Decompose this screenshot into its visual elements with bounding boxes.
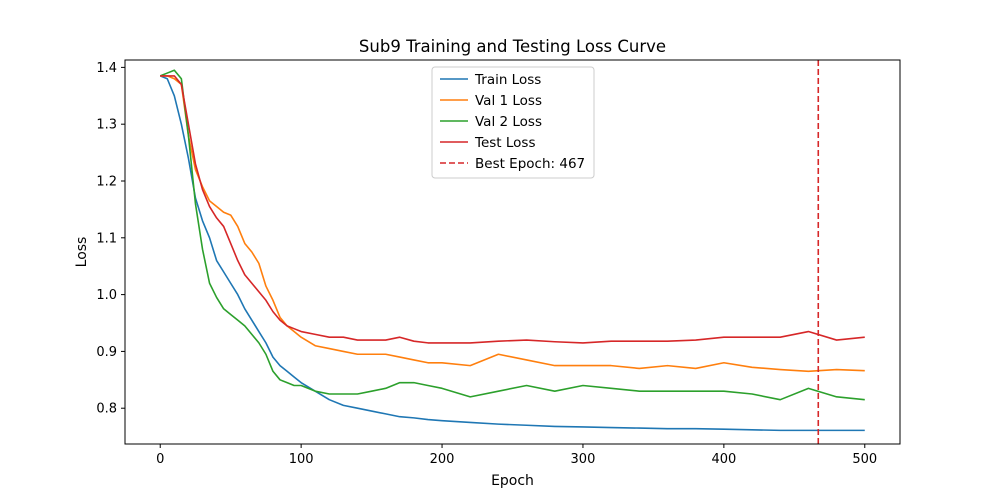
legend-label: Best Epoch: 467 [475,156,585,172]
legend-label: Val 2 Loss [475,114,542,130]
chart-title: Sub9 Training and Testing Loss Curve [359,37,666,56]
x-axis-label: Epoch [491,473,534,489]
legend: Train Loss Val 1 Loss Val 2 Loss Test Loss B… [431,66,595,179]
series-line-test-loss [160,75,865,344]
series-line-val-2-loss [159,69,865,401]
y-tick-label: 0.9 [96,345,117,360]
y-tick-label: 1.2 [96,174,117,189]
legend-label: Test Loss [474,135,536,151]
legend-label: Train Loss [474,72,541,88]
plot-area [159,60,865,444]
y-tick-label: 1.0 [96,288,117,303]
y-axis-label: Loss [74,237,90,268]
x-tick-label: 400 [711,452,736,467]
y-tick-label: 1.4 [96,61,117,76]
x-tick-label: 0 [156,452,164,467]
y-tick-label: 1.1 [96,231,117,246]
x-axis: 0 100 200 300 400 500 [156,444,877,467]
axes-frame [124,59,901,445]
x-tick-label: 100 [289,452,314,467]
x-tick-label: 200 [430,452,455,467]
x-tick-label: 300 [571,452,596,467]
legend-label: Val 1 Loss [475,93,542,109]
y-tick-label: 0.8 [96,402,117,417]
x-tick-label: 500 [852,452,877,467]
y-tick-label: 1.3 [96,118,117,133]
y-axis: 0.8 0.9 1.0 1.1 1.2 1.3 1.4 [96,61,125,417]
series-line-train-loss [159,75,865,432]
legend-box [431,66,595,179]
series-line-val-1-loss [160,75,865,373]
